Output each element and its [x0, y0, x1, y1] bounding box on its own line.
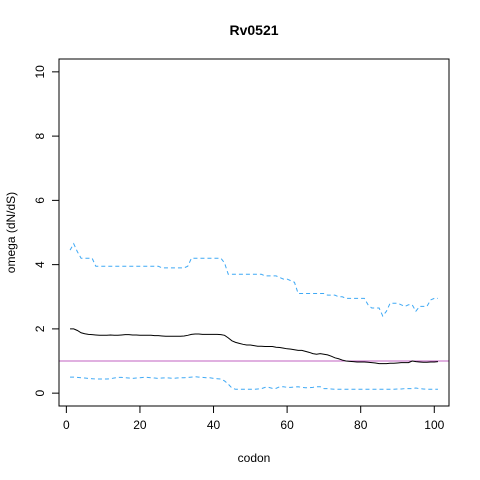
y-tick-label: 10	[33, 65, 47, 79]
x-tick-label: 0	[63, 418, 70, 432]
y-tick-label: 4	[33, 261, 47, 268]
chart-title: Rv0521	[229, 22, 278, 38]
x-tick-label: 100	[424, 418, 444, 432]
x-axis: 0 20 40 60 80 100	[63, 405, 445, 432]
y-tick-label: 2	[33, 325, 47, 332]
series-line-mean	[70, 328, 439, 365]
plot-area	[59, 242, 449, 390]
x-tick-label: 60	[280, 418, 294, 432]
plot-frame	[58, 58, 450, 407]
x-tick-label: 20	[133, 418, 147, 432]
series-line-lower	[70, 376, 438, 390]
y-axis: 0 2 4 6 8 10	[33, 65, 60, 396]
y-tick-label: 8	[33, 132, 47, 139]
y-tick-label: 0	[33, 389, 47, 396]
y-axis-label: omega (dN/dS)	[4, 192, 18, 273]
x-axis-label: codon	[238, 451, 271, 465]
x-tick-label: 80	[354, 418, 368, 432]
series-line-upper	[69, 242, 438, 318]
x-tick-label: 40	[207, 418, 221, 432]
y-tick-label: 6	[33, 197, 47, 204]
